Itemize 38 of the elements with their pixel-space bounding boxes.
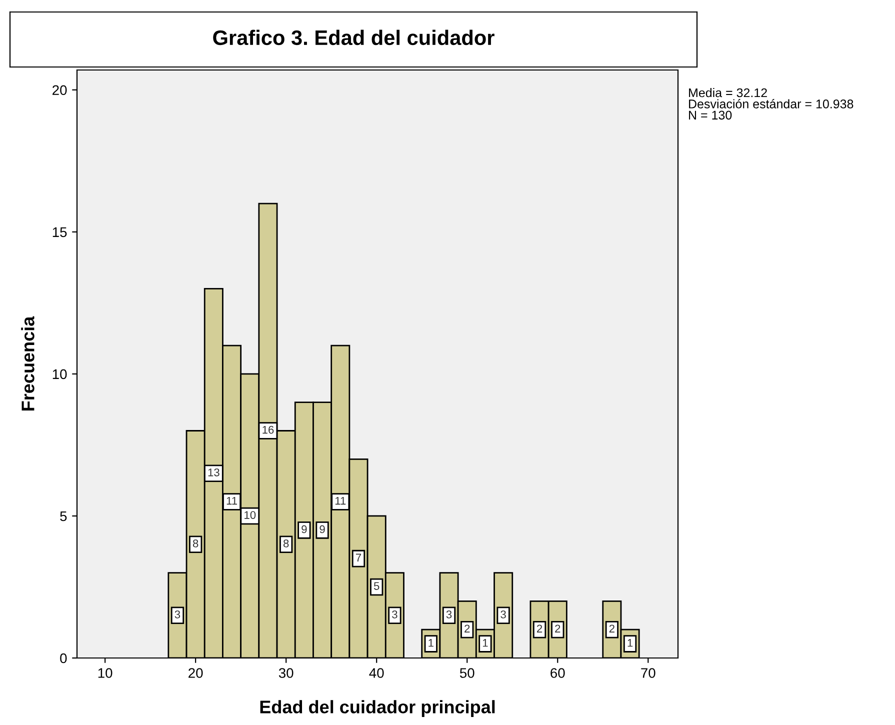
data-label: 2 xyxy=(464,624,470,632)
data-label: 10 xyxy=(244,511,256,519)
data-label: 11 xyxy=(226,496,238,505)
data-label: 8 xyxy=(283,539,289,548)
y-tick-label: 0 xyxy=(60,653,67,664)
data-label: 3 xyxy=(500,610,506,618)
data-label: 9 xyxy=(320,525,325,534)
data-label: 1 xyxy=(428,639,434,647)
x-tick-label: 20 xyxy=(188,668,203,678)
x-tick-label: 60 xyxy=(550,668,565,678)
x-tick-label: 50 xyxy=(460,668,474,678)
data-label: 2 xyxy=(609,624,614,632)
data-label: 13 xyxy=(208,468,220,476)
data-label: 3 xyxy=(174,610,180,618)
y-tick-label: 20 xyxy=(52,85,67,96)
data-label: 2 xyxy=(536,624,542,632)
x-axis-title: Edad del cuidador principal xyxy=(260,700,495,717)
data-label: 1 xyxy=(628,639,633,647)
text: Media = 32.12 Desviación estándar = 10.938 N = 130 xyxy=(689,88,854,120)
y-tick-label: 5 xyxy=(60,511,67,522)
data-label: 1 xyxy=(482,639,488,647)
data-label: 8 xyxy=(192,539,198,548)
data-label: 5 xyxy=(374,582,380,590)
data-label: 9 xyxy=(302,525,307,534)
data-label: 7 xyxy=(356,554,362,562)
data-label: 3 xyxy=(392,610,398,618)
data-label: 2 xyxy=(555,624,560,632)
x-tick-label: 40 xyxy=(369,668,384,678)
x-tick-label: 70 xyxy=(641,668,656,678)
x-tick-label: 30 xyxy=(278,668,294,678)
x-tick-label: 10 xyxy=(98,668,112,678)
data-label: 11 xyxy=(335,496,346,505)
data-label: 16 xyxy=(262,426,274,434)
chart-title: Grafico 3. Edad del cuidador xyxy=(213,30,494,46)
y-axis-title: Frecuencia xyxy=(21,316,34,410)
y-tick-label: 15 xyxy=(52,227,67,238)
data-label: 3 xyxy=(446,610,452,618)
y-tick-label: 10 xyxy=(52,369,67,380)
